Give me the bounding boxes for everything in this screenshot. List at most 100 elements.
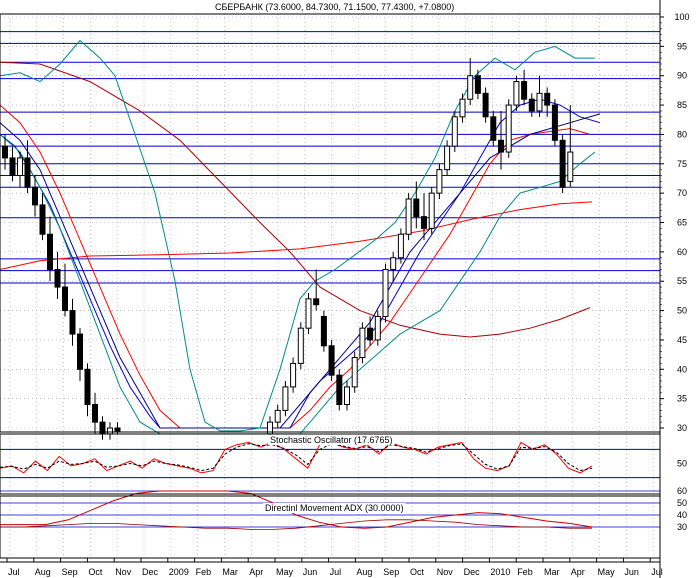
candle-down: [521, 81, 528, 100]
candle-up: [397, 233, 404, 259]
y-tick-label: 85: [677, 100, 687, 110]
ma-fast-blue: [0, 98, 601, 429]
candle-up: [444, 145, 451, 171]
x-tick-label: Jul: [651, 567, 663, 577]
dmi-line: [0, 519, 592, 530]
x-tick-label: Apr: [571, 567, 585, 577]
horizontal-levels: [0, 31, 660, 284]
candle-down: [32, 186, 38, 206]
candle-down: [84, 368, 91, 406]
candlesticks: [2, 58, 574, 440]
x-tick-label: Aug: [356, 567, 372, 577]
candle-down: [336, 374, 343, 406]
x-tick-label: Nov: [437, 567, 454, 577]
candle-down: [367, 327, 374, 341]
candle-down: [551, 104, 558, 141]
stochastic-lines: [0, 441, 660, 479]
candle-down: [2, 145, 8, 159]
y-tick-label: 100: [674, 12, 689, 22]
y-tick-label: 70: [677, 188, 687, 198]
x-tick-label: Dec: [142, 567, 159, 577]
x-tick-label: Nov: [115, 567, 132, 577]
x-tick-label: Sep: [383, 567, 399, 577]
adx-tick-label: 30: [677, 522, 687, 532]
candle-up: [359, 327, 366, 359]
candle-down: [313, 298, 320, 306]
candle-down: [490, 116, 497, 141]
y-tick-label: 35: [677, 394, 687, 404]
y-tick-label: 55: [677, 276, 687, 286]
title-bg: [213, 2, 457, 12]
adx-line: [0, 490, 593, 529]
y-tick-label: 80: [677, 129, 687, 139]
candle-up: [107, 427, 113, 435]
candle-up: [351, 357, 358, 388]
y-tick-label: 60: [677, 247, 687, 257]
candle-up: [390, 257, 397, 270]
y-tick-label: 75: [677, 159, 687, 169]
candle-down: [47, 233, 53, 270]
x-tick-label: Oct: [410, 567, 425, 577]
candle-down: [482, 92, 489, 118]
x-tick-label: Sep: [62, 567, 78, 577]
candle-down: [498, 139, 504, 153]
candle-down: [528, 98, 535, 112]
stochastic-label: Stochastic Oscillator (17.6765): [270, 435, 393, 445]
x-tick-label: Feb: [517, 567, 533, 577]
candle-down: [544, 92, 551, 106]
chart-title: СБЕРБАНК (73.6000, 84.7300, 71.1500, 77.…: [215, 2, 454, 12]
candle-down: [92, 404, 98, 423]
candle-down: [69, 310, 76, 335]
ma-200-red: [0, 201, 593, 270]
candle-up: [467, 75, 474, 100]
candle-down: [9, 157, 16, 177]
candle-down: [77, 333, 83, 370]
y-tick-label: 90: [677, 71, 687, 81]
candle-up: [436, 169, 443, 194]
x-tick-label: Jun: [303, 567, 318, 577]
x-tick-label: Mar: [544, 567, 560, 577]
x-tick-label: Feb: [196, 567, 212, 577]
stoch-k-line: [0, 441, 593, 474]
x-tick-label: 2009: [169, 567, 189, 577]
stoch-d-line: [0, 443, 593, 472]
x-tick-label: 2010: [490, 567, 510, 577]
x-tick-label: Jun: [624, 567, 639, 577]
x-tick-label: Dec: [464, 567, 481, 577]
candle-up: [290, 362, 297, 388]
bollinger-lower: [0, 134, 596, 435]
candle-down: [114, 427, 121, 432]
x-tick-label: Jul: [8, 567, 20, 577]
y-tick-label: 40: [677, 364, 687, 374]
x-tick-label: Apr: [249, 567, 263, 577]
candle-up: [374, 315, 381, 341]
y-tick-label: 45: [677, 335, 687, 345]
candle-up: [382, 268, 389, 317]
candle-down: [559, 139, 566, 188]
adx-tick-label: 60: [677, 486, 687, 496]
x-tick-label: Jul: [330, 567, 342, 577]
candle-up: [505, 104, 512, 153]
adx-label: Directinl Movement ADX (30.0000): [265, 503, 404, 513]
x-tick-label: Oct: [88, 567, 103, 577]
stoch-label-bg: [268, 435, 395, 445]
candle-up: [428, 192, 435, 229]
candle-up: [17, 157, 23, 177]
candle-down: [320, 315, 327, 347]
adx-label-bg: [263, 503, 406, 513]
candle-up: [282, 386, 289, 411]
candle-up: [567, 151, 574, 182]
stoch-tick-label: 50: [677, 459, 687, 469]
candle-up: [536, 92, 543, 112]
candle-up: [451, 116, 458, 147]
candle-up: [297, 327, 304, 364]
adx-tick-label: 40: [677, 510, 687, 520]
candle-up: [513, 81, 520, 106]
candle-down: [328, 345, 335, 376]
candle-down: [62, 286, 68, 312]
candle-up: [344, 386, 350, 406]
x-tick-label: Mar: [222, 567, 238, 577]
